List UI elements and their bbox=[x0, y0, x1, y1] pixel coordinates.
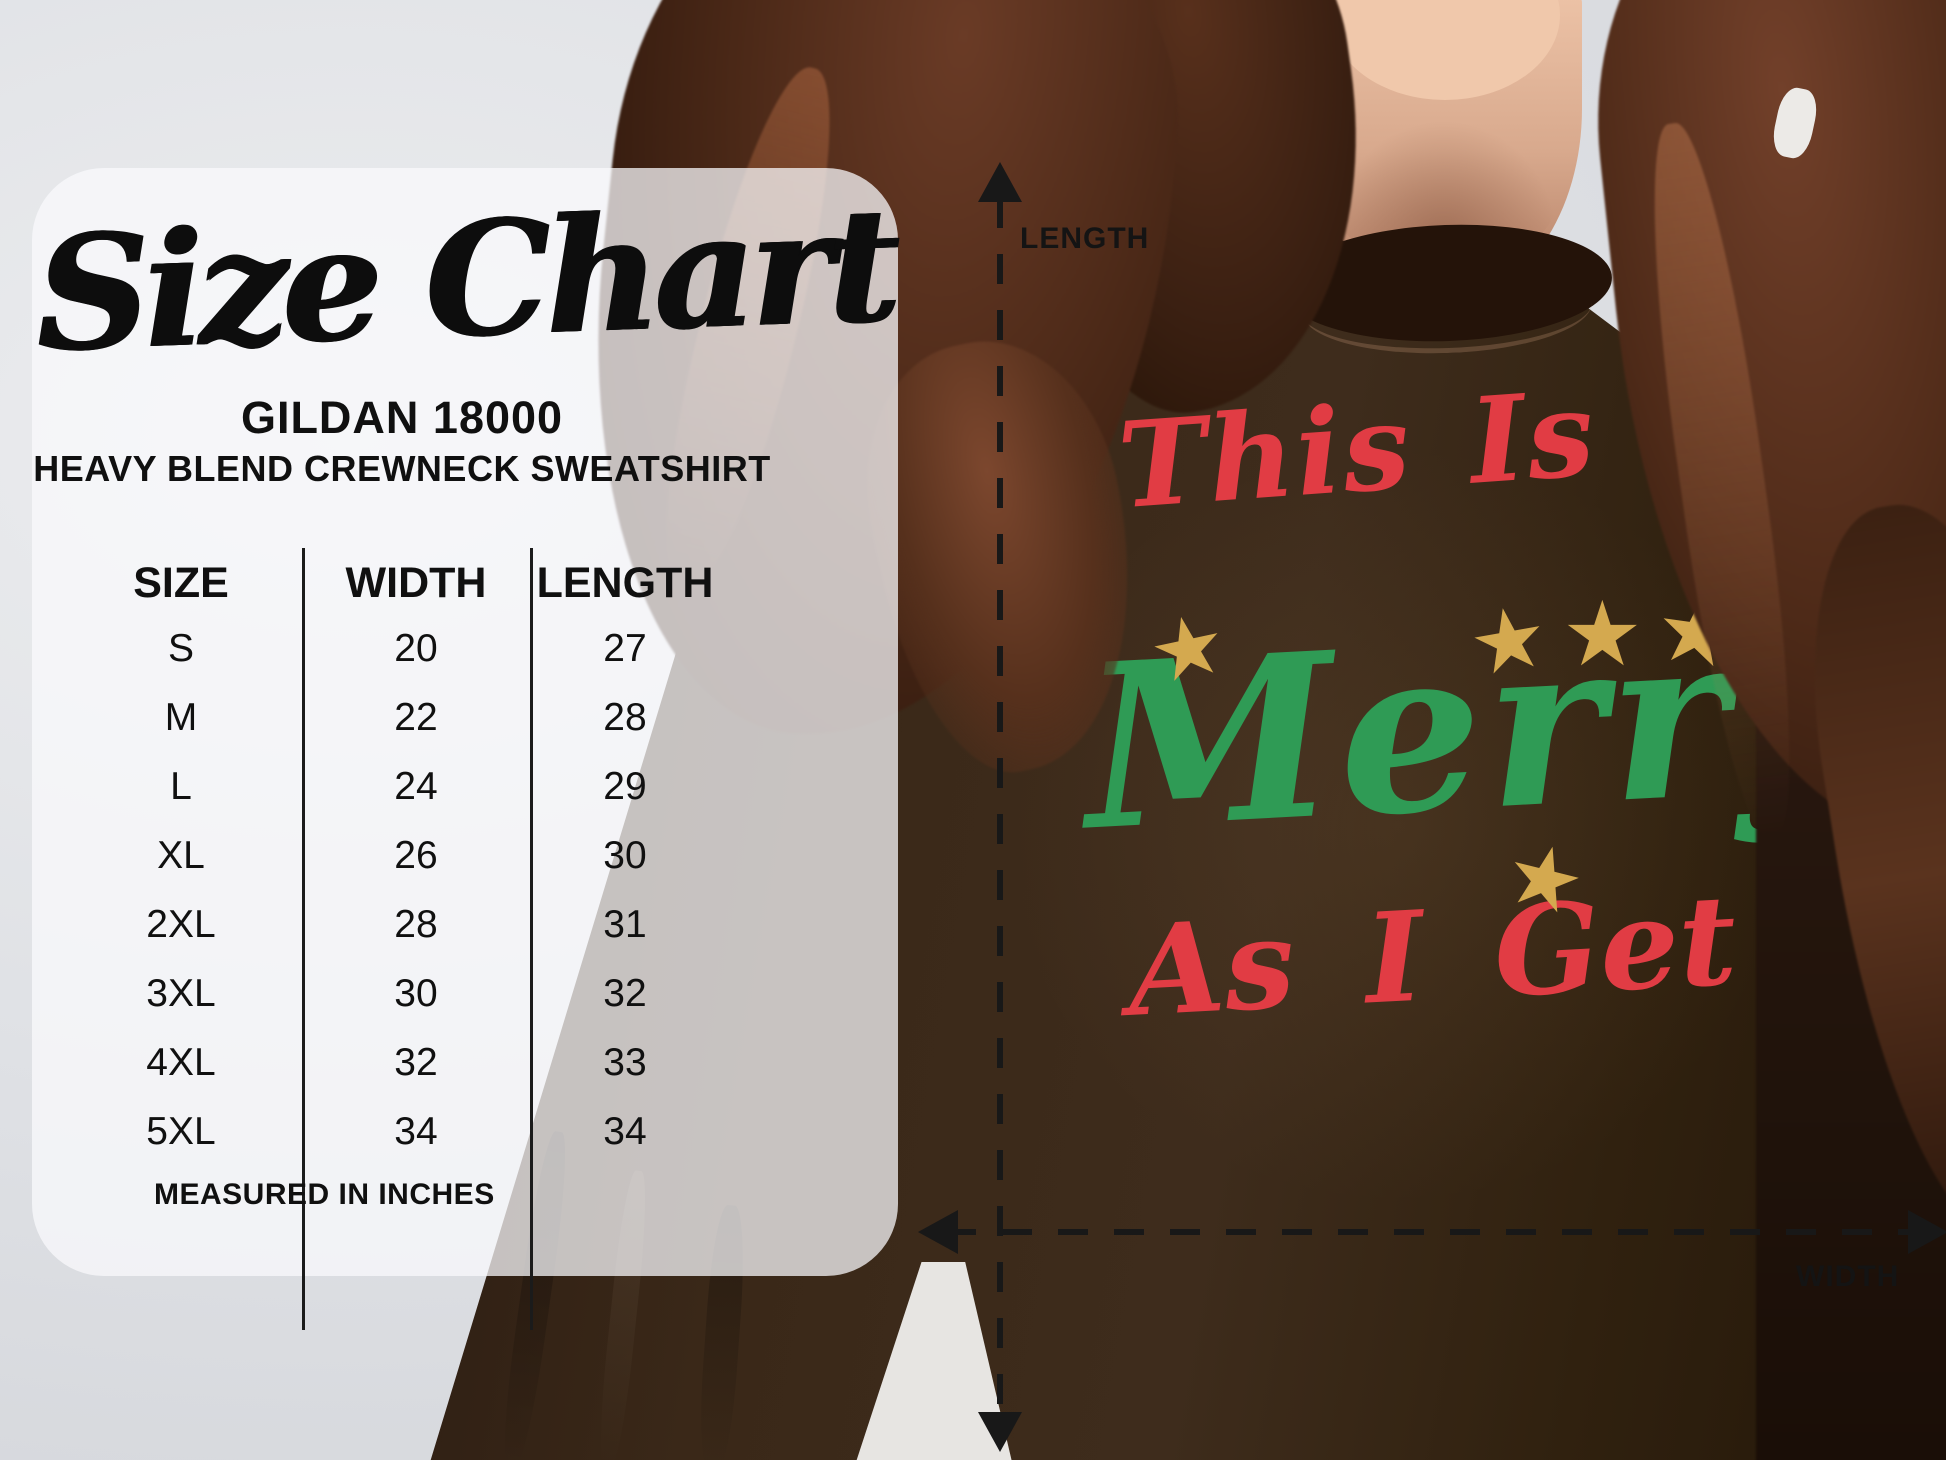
length-label: LENGTH bbox=[1020, 222, 1150, 255]
length-cell: 29 bbox=[603, 764, 647, 808]
length-cell: 33 bbox=[603, 1040, 647, 1084]
size-table: SIZE WIDTH LENGTH S 20 27 M 22 28 L 24 2… bbox=[60, 545, 720, 1166]
product-subtitle: HEAVY BLEND CREWNECK SWEATSHIRT bbox=[33, 448, 771, 489]
width-cell: 22 bbox=[394, 695, 438, 739]
column-header-width: WIDTH bbox=[345, 558, 487, 607]
arrow-down-icon bbox=[978, 1412, 1022, 1452]
length-cell: 32 bbox=[603, 971, 647, 1015]
width-measure-line bbox=[946, 1229, 1914, 1235]
size-cell: 3XL bbox=[146, 971, 216, 1015]
product-name: GILDAN 18000 bbox=[240, 392, 564, 443]
column-divider bbox=[530, 548, 533, 1330]
width-cell: 24 bbox=[394, 764, 438, 808]
width-cell: 26 bbox=[394, 833, 438, 877]
width-cell: 30 bbox=[394, 971, 438, 1015]
length-cell: 31 bbox=[603, 902, 647, 946]
star-icon: ★ bbox=[1461, 585, 1556, 697]
size-cell: L bbox=[170, 764, 192, 808]
length-cell: 28 bbox=[603, 695, 647, 739]
size-chart-card: Size Chart GILDAN 18000 HEAVY BLEND CREW… bbox=[32, 168, 898, 1330]
length-measure-line bbox=[997, 198, 1003, 1420]
arrow-right-icon bbox=[1908, 1210, 1946, 1254]
width-cell: 34 bbox=[394, 1109, 438, 1153]
width-label: WIDTH bbox=[1796, 1260, 1900, 1293]
size-chart-title: Size Chart bbox=[32, 173, 898, 388]
width-cell: 20 bbox=[394, 626, 438, 670]
column-header-size: SIZE bbox=[133, 558, 229, 607]
arrow-left-icon bbox=[918, 1210, 958, 1254]
width-cell: 32 bbox=[394, 1040, 438, 1084]
arrow-up-icon bbox=[978, 162, 1022, 202]
measured-in-inches-note: MEASURED IN INCHES bbox=[154, 1178, 495, 1211]
column-divider bbox=[302, 548, 305, 1330]
star-icon: ★ bbox=[1562, 582, 1643, 687]
column-header-length: LENGTH bbox=[536, 558, 714, 607]
width-cell: 28 bbox=[394, 902, 438, 946]
size-cell: S bbox=[167, 626, 194, 670]
length-cell: 27 bbox=[603, 626, 647, 670]
length-cell: 34 bbox=[603, 1109, 647, 1153]
size-cell: 4XL bbox=[146, 1040, 216, 1084]
size-cell: 5XL bbox=[146, 1109, 216, 1153]
length-cell: 30 bbox=[603, 833, 647, 877]
size-cell: XL bbox=[157, 833, 205, 877]
size-cell: M bbox=[164, 695, 198, 739]
size-cell: 2XL bbox=[146, 902, 216, 946]
